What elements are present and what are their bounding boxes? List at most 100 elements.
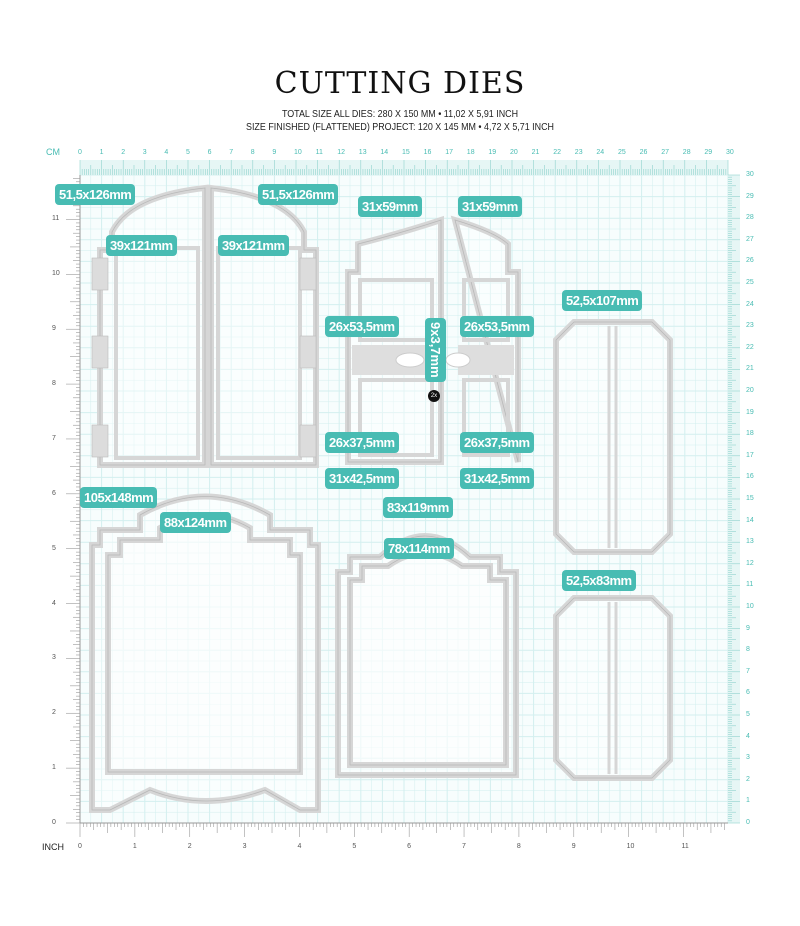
cm-tick-label: 4 [746, 732, 750, 740]
cm-tick-label: 11 [315, 149, 323, 156]
arch-inner-die-large [105, 512, 303, 775]
cm-tick-label: 18 [746, 430, 754, 438]
cm-tick-label: 16 [746, 473, 754, 481]
cm-tick-label: 0 [746, 819, 750, 826]
window-pane-die [462, 278, 510, 342]
die-label: 26x37,5mm [460, 432, 534, 453]
inch-tick-label: 8 [52, 380, 56, 388]
inch-tick-label: 5 [52, 544, 56, 552]
window-pane-die [358, 378, 434, 457]
die-label: 31x42,5mm [460, 468, 534, 489]
die-label: 88x124mm [160, 512, 231, 533]
subtitle-total-size: TOTAL SIZE ALL DIES: 280 X 150 MM • 11,0… [281, 108, 519, 120]
cm-tick-label: 6 [207, 149, 212, 156]
die-label: 31x59mm [358, 196, 422, 217]
inch-tick-label: 10 [626, 843, 635, 850]
cm-tick-label: 18 [466, 149, 475, 156]
cm-tick-label: 11 [746, 581, 754, 589]
cm-tick-label: 29 [704, 149, 713, 156]
cm-tick-label: 3 [142, 149, 147, 156]
cm-tick-label: 5 [746, 711, 750, 718]
inch-ruler-label: INCH [42, 842, 64, 852]
inch-tick-label: 11 [52, 215, 60, 223]
cm-tick-label: 19 [746, 408, 754, 416]
cm-tick-label: 1 [746, 797, 750, 805]
inch-tick-label: 1 [52, 764, 56, 772]
panel-die-short [553, 595, 673, 781]
inch-tick-label: 7 [52, 434, 56, 442]
cm-tick-label: 25 [618, 149, 626, 156]
cm-tick-label: 2 [121, 149, 126, 156]
cm-tick-label: 26 [639, 149, 648, 156]
inch-tick-label: 8 [516, 843, 521, 850]
cm-tick-label: 7 [746, 667, 750, 675]
cm-tick-label: 9 [272, 149, 277, 156]
inch-tick-label: 4 [52, 599, 56, 607]
title: CUTTING DIES [274, 66, 526, 101]
die-label: 39x121mm [106, 235, 177, 256]
inch-tick-label: 9 [52, 325, 56, 333]
die-label: 105x148mm [80, 487, 158, 508]
cm-tick-label: 10 [746, 603, 754, 610]
die-label: 51,5x126mm [55, 184, 136, 205]
door-die-right-edge [210, 187, 317, 466]
cm-tick-label: 13 [358, 149, 367, 156]
cm-tick-label: 30 [746, 171, 754, 178]
die-label: 83x119mm [383, 497, 453, 518]
cm-tick-label: 29 [746, 192, 754, 200]
cm-tick-label: 8 [746, 646, 750, 654]
cm-tick-label: 14 [746, 516, 754, 524]
cm-tick-label: 2 [746, 775, 750, 783]
cm-tick-label: 30 [726, 149, 734, 156]
inch-tick-label: 1 [132, 843, 137, 850]
die-label: 26x53,5mm [325, 316, 399, 337]
die-label: 26x53,5mm [460, 316, 534, 337]
cm-tick-label: 19 [488, 149, 497, 156]
cm-tick-label: 23 [574, 149, 583, 156]
hinge-die [299, 335, 317, 369]
inch-tick-label: 0 [78, 843, 82, 850]
cm-tick-label: 12 [746, 559, 754, 567]
inch-tick-label: 6 [407, 843, 412, 850]
cm-tick-label: 17 [746, 451, 754, 459]
window-pane-die [462, 378, 510, 457]
die-label: 31x59mm [458, 196, 522, 217]
die-label: 26x37,5mm [325, 432, 399, 453]
panel-die-short-edge [555, 597, 671, 779]
inch-tick-label: 0 [52, 819, 56, 826]
quantity-badge: 2x [428, 390, 440, 402]
arch-inner-die-medium [347, 550, 509, 768]
cm-tick-label: 12 [337, 149, 345, 156]
cm-tick-label: 22 [746, 343, 754, 351]
handle-die [395, 352, 425, 368]
cm-tick-label: 0 [78, 149, 82, 156]
cm-tick-label: 15 [746, 495, 754, 502]
subtitle-finished-size: SIZE FINISHED (FLATTENED) PROJECT: 120 X… [246, 121, 554, 133]
cm-tick-label: 22 [553, 149, 561, 156]
cm-tick-label: 5 [186, 149, 190, 156]
window-door-die-right-edge [454, 219, 519, 463]
inch-tick-label: 4 [297, 843, 302, 850]
cm-tick-label: 24 [596, 149, 605, 156]
cm-tick-label: 23 [746, 322, 754, 330]
cm-ruler-label: CM [46, 147, 60, 157]
panel-die-tall-edge [555, 321, 671, 553]
cm-tick-label: 21 [746, 365, 754, 373]
window-pane-die [358, 278, 434, 342]
inch-tick-label: 2 [52, 709, 56, 717]
cm-tick-label: 13 [746, 538, 754, 546]
cm-tick-label: 15 [402, 149, 410, 156]
cm-tick-label: 27 [661, 149, 669, 156]
hinge-die [299, 424, 317, 458]
cm-tick-label: 21 [531, 149, 540, 156]
cm-tick-label: 10 [294, 149, 302, 156]
die-label: 39x121mm [218, 235, 289, 256]
door-die-left-edge [99, 187, 206, 466]
cm-tick-label: 25 [746, 279, 754, 286]
inch-tick-label: 7 [462, 843, 466, 850]
hinge-die [91, 257, 109, 291]
cm-tick-label: 27 [746, 235, 754, 243]
cm-tick-label: 16 [423, 149, 432, 156]
